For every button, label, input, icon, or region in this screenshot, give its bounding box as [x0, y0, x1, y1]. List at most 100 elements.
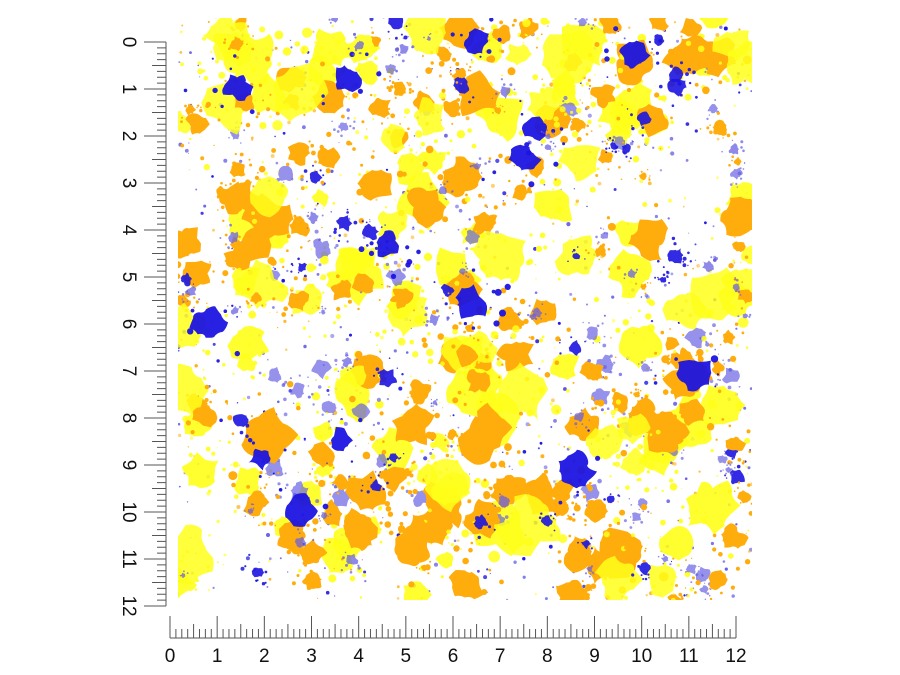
paint-splat [711, 360, 725, 375]
paint-splat [597, 149, 613, 164]
paint-droplet [218, 71, 226, 79]
paint-droplet [378, 506, 382, 511]
paint-droplet [227, 246, 230, 249]
paint-speck [637, 145, 641, 149]
paint-droplet [286, 269, 289, 273]
paint-droplet [632, 538, 636, 542]
paint-droplet [678, 518, 684, 524]
paint-droplet [435, 309, 439, 313]
paint-droplet [704, 70, 707, 73]
paint-droplet [642, 578, 645, 580]
paint-splat [228, 231, 239, 244]
paint-droplet [659, 84, 663, 89]
paint-speck [738, 28, 741, 31]
paint-droplet [329, 513, 332, 516]
paint-droplet [134, 384, 136, 386]
paint-droplet [575, 502, 578, 506]
paint-speck [654, 85, 657, 87]
paint-droplet [654, 351, 658, 355]
paint-droplet [223, 38, 227, 41]
paint-droplet [197, 395, 200, 397]
paint-droplet [254, 175, 259, 180]
paint-speck [692, 267, 694, 270]
paint-droplet [559, 341, 561, 344]
paint-speck [596, 167, 600, 171]
paint-droplet [464, 196, 471, 203]
paint-splat [299, 538, 328, 565]
paint-droplet [597, 478, 602, 484]
paint-droplet [384, 501, 390, 507]
paint-droplet [603, 531, 610, 538]
paint-droplet [716, 373, 720, 376]
paint-speck [315, 204, 318, 207]
paint-splat [413, 97, 446, 136]
paint-speck [460, 548, 463, 551]
paint-droplet [491, 289, 496, 294]
paint-droplet [303, 601, 305, 603]
paint-speck [743, 162, 746, 164]
paint-droplet [315, 499, 320, 504]
paint-droplet [450, 454, 454, 459]
paint-speck [287, 120, 291, 125]
paint-droplet [584, 523, 587, 527]
paint-speck [481, 177, 485, 182]
paint-splat [619, 40, 651, 69]
paint-droplet [449, 71, 451, 73]
paint-droplet [217, 209, 219, 211]
paint-droplet [439, 6, 446, 13]
paint-speck [535, 339, 540, 344]
paint-droplet [614, 407, 619, 412]
paint-droplet [184, 104, 187, 108]
paint-droplet [624, 543, 627, 547]
paint-speck [546, 25, 549, 27]
vertical-ruler-label: 10 [118, 501, 139, 522]
paint-droplet [578, 14, 580, 16]
paint-droplet [402, 37, 405, 40]
paint-speck [750, 90, 752, 93]
paint-droplet [307, 240, 310, 243]
paint-droplet [739, 177, 743, 180]
paint-splat [595, 244, 607, 258]
paint-droplet [160, 518, 165, 523]
paint-droplet [314, 229, 319, 234]
paint-droplet [348, 97, 351, 100]
paint-speck [396, 263, 401, 268]
paint-splat [290, 382, 305, 399]
paint-splat [721, 523, 749, 549]
paint-droplet [452, 449, 456, 452]
paint-droplet [275, 238, 283, 246]
paint-splat [234, 467, 261, 495]
paint-droplet [194, 588, 198, 591]
paint-droplet [638, 477, 642, 482]
paint-droplet [753, 83, 761, 91]
paint-speck [733, 104, 736, 107]
paint-droplet [156, 347, 161, 352]
paint-droplet [291, 264, 294, 267]
paint-droplet [514, 317, 517, 320]
paint-speck [332, 321, 337, 325]
paint-droplet [379, 471, 381, 473]
paint-speck [212, 228, 215, 232]
paint-droplet [175, 285, 177, 287]
paint-splat [658, 525, 694, 561]
paint-droplet [590, 27, 594, 30]
paint-droplet [182, 300, 185, 303]
paint-droplet [765, 167, 772, 174]
paint-droplet [300, 204, 305, 209]
paint-droplet [633, 276, 635, 278]
paint-droplet [637, 400, 640, 403]
paint-speck [659, 169, 663, 172]
paint-speck [534, 593, 537, 596]
paint-droplet [295, 402, 301, 408]
paint-speck [378, 349, 382, 352]
paint-speck [300, 186, 305, 191]
paint-droplet [457, 1, 463, 7]
paint-splat [273, 63, 329, 122]
paint-droplet [296, 405, 301, 411]
paint-droplet [590, 547, 593, 550]
paint-droplet [460, 83, 462, 85]
paint-droplet [658, 95, 663, 101]
paint-speck [731, 594, 735, 598]
paint-droplet [603, 616, 611, 624]
paint-droplet [322, 291, 325, 294]
